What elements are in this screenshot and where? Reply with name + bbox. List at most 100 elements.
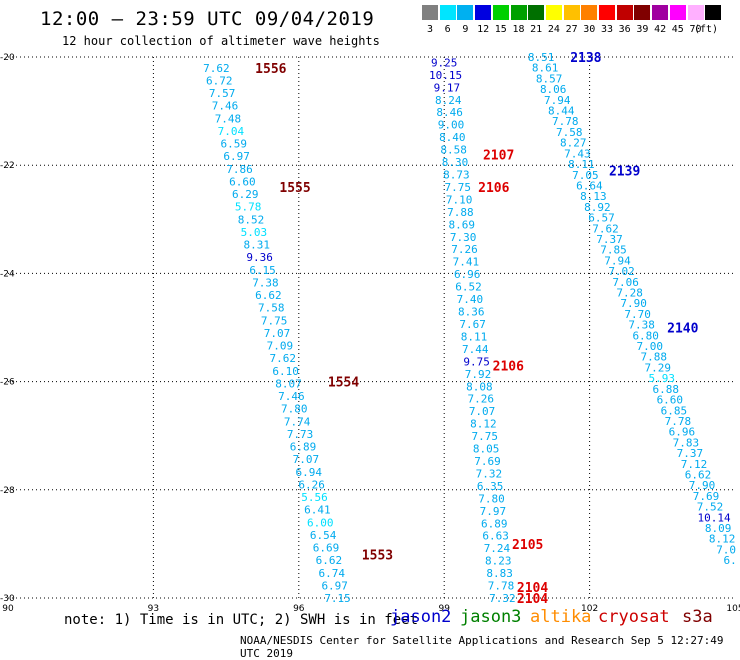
legend-label: 24 bbox=[547, 24, 560, 35]
legend-swatch bbox=[616, 5, 633, 20]
data-point-label: 6.96 bbox=[669, 426, 696, 439]
data-point-label: 6.52 bbox=[455, 281, 482, 294]
legend-swatch bbox=[422, 5, 438, 20]
data-point-label: 6.89 bbox=[290, 441, 317, 454]
legend-swatch bbox=[669, 5, 686, 20]
legend-label: 15 bbox=[494, 24, 507, 35]
data-point-label: 8.46 bbox=[436, 106, 463, 119]
legend-label: 6 bbox=[444, 24, 451, 35]
data-point-label: 7.83 bbox=[673, 436, 700, 449]
data-point-label: 7.48 bbox=[215, 112, 242, 125]
data-point-label: 7.62 bbox=[270, 352, 297, 365]
y-tick-label: -28 bbox=[0, 486, 15, 496]
data-point-label: 7.24 bbox=[484, 542, 511, 555]
legend-swatch bbox=[563, 5, 580, 20]
data-point-label: 8.27 bbox=[560, 137, 587, 150]
data-point-label: 6.26 bbox=[298, 478, 325, 491]
legend-unit: (ft) bbox=[694, 24, 719, 35]
data-point-label: 6.97 bbox=[321, 579, 348, 592]
legend-label: 70 bbox=[689, 24, 702, 35]
data-point-label: 7.78 bbox=[665, 415, 692, 428]
data-point-label: 7.32 bbox=[489, 592, 516, 605]
x-tick-label: 105 bbox=[726, 604, 740, 614]
data-point-label: 9.75 bbox=[463, 355, 490, 368]
data-point-label: 6.57 bbox=[588, 212, 615, 225]
data-point-label: 6.00 bbox=[307, 516, 334, 529]
data-point-label: 8.92 bbox=[584, 201, 611, 214]
x-tick-label: 93 bbox=[148, 604, 159, 614]
legend-label: 45 bbox=[671, 24, 684, 35]
y-tick-label: -30 bbox=[0, 594, 15, 604]
x-tick-label: 99 bbox=[438, 604, 450, 614]
data-point-label: 7.26 bbox=[451, 243, 478, 256]
footer-note: note: 1) Time is in UTC; 2) SWH is in fe… bbox=[64, 612, 419, 628]
data-point-label: 6.62 bbox=[255, 289, 282, 302]
data-point-label: 7.92 bbox=[465, 368, 492, 381]
legend-label: 27 bbox=[565, 24, 578, 35]
data-point-label: 7.02 bbox=[608, 265, 635, 278]
data-point-label: 8.12 bbox=[470, 418, 497, 431]
data-point-label: 9.25 bbox=[431, 56, 458, 69]
data-point-label: 7.74 bbox=[284, 415, 311, 428]
data-point-label: 6.62 bbox=[685, 468, 712, 481]
data-point-label: 6.41 bbox=[304, 504, 331, 517]
pass-label: 2138 bbox=[570, 51, 601, 66]
x-tick-label: 102 bbox=[581, 604, 598, 614]
data-point-label: 6.59 bbox=[220, 138, 247, 151]
pass-label: 2140 bbox=[667, 322, 698, 337]
data-point-label: 8.83 bbox=[486, 567, 513, 580]
data-point-label: 7.04 bbox=[218, 125, 245, 138]
data-point-label: 7.70 bbox=[624, 308, 651, 321]
data-point-label: 7.40 bbox=[457, 293, 484, 306]
data-point-label: 7.10 bbox=[446, 193, 473, 206]
data-point-label: 6.72 bbox=[206, 74, 233, 87]
data-point-label: 7.00 bbox=[636, 340, 663, 353]
pass-label: 1554 bbox=[328, 376, 359, 391]
x-tick-label: 90 bbox=[2, 604, 14, 614]
data-point-label: 9.36 bbox=[246, 251, 273, 264]
data-point-label: 7.78 bbox=[488, 580, 515, 593]
data-point-label: 6.85 bbox=[661, 404, 688, 417]
data-point-label: 5.78 bbox=[235, 201, 262, 214]
data-point-label: 6.60 bbox=[657, 394, 684, 407]
data-point-label: 6.54 bbox=[310, 529, 337, 542]
legend-swatch bbox=[634, 5, 651, 20]
data-point-label: 6.63 bbox=[482, 530, 509, 543]
data-point-label: 6.74 bbox=[319, 567, 346, 580]
pass-label: 2107 bbox=[483, 148, 514, 163]
data-point-label: 7.06 bbox=[612, 276, 639, 289]
pass-label: 1556 bbox=[255, 62, 286, 77]
data-point-label: 6.97 bbox=[223, 150, 250, 163]
data-point-label: 7.67 bbox=[459, 318, 486, 331]
data-point-label: 7.07 bbox=[293, 453, 320, 466]
legend-label: 12 bbox=[477, 24, 490, 35]
data-point-label: 7.69 bbox=[474, 455, 501, 468]
legend-swatch bbox=[475, 5, 492, 20]
y-tick-label: -26 bbox=[0, 378, 15, 388]
data-point-label: 7.09 bbox=[267, 340, 294, 353]
data-point-label: 5.93 bbox=[649, 372, 676, 385]
data-point-label: 6.64 bbox=[576, 179, 603, 192]
data-point-label: 7.80 bbox=[281, 403, 308, 416]
data-point-label: 7.37 bbox=[596, 233, 623, 246]
data-point-label: 8.69 bbox=[449, 218, 476, 231]
data-point-label: 8.31 bbox=[244, 239, 271, 252]
pass-label: 1555 bbox=[279, 181, 310, 196]
data-point-label: 9.17 bbox=[434, 81, 461, 94]
data-point-label: 7.75 bbox=[444, 181, 471, 194]
data-point-label: 7.26 bbox=[467, 393, 494, 406]
data-point-label: 7.58 bbox=[258, 302, 285, 315]
data-point-label: 7.85 bbox=[600, 244, 627, 257]
satellite-s3a: s3a bbox=[682, 607, 713, 627]
data-point-label: 7.62 bbox=[592, 222, 619, 235]
data-point-label: 7.41 bbox=[453, 256, 480, 269]
x-tick-label: 96 bbox=[293, 604, 305, 614]
data-point-label: 7.88 bbox=[640, 351, 667, 364]
data-point-label: 7.46 bbox=[212, 100, 239, 113]
satellite-cryosat: cryosat bbox=[598, 607, 670, 627]
legend-label: 36 bbox=[618, 24, 631, 35]
satellite-jason2: jason2 bbox=[390, 607, 452, 627]
data-point-label: 8.58 bbox=[440, 144, 467, 157]
data-point-label: 7.97 bbox=[480, 505, 507, 518]
